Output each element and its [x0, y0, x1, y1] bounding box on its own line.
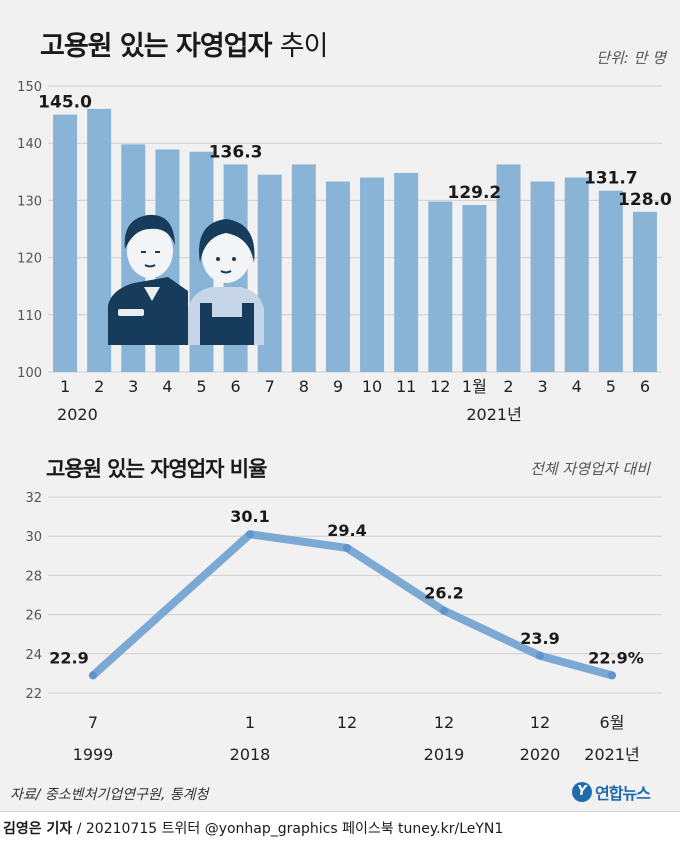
x-tick-label: 3 — [538, 377, 548, 396]
x-tick-label: 11 — [396, 377, 416, 396]
y-tick-label: 110 — [17, 309, 42, 324]
y-tick-label: 22 — [25, 687, 42, 702]
x-tick-label: 3 — [128, 377, 138, 396]
bar — [598, 190, 623, 372]
y-tick-label: 100 — [17, 366, 42, 381]
bar — [394, 172, 419, 372]
bar — [325, 181, 350, 372]
x-tick-label: 8 — [299, 377, 309, 396]
footer-credit: 김영은 기자 / 20210715 트위터 @yonhap_graphics 페… — [0, 811, 680, 847]
data-label: 29.4 — [327, 521, 366, 540]
bar — [428, 201, 453, 372]
x-tick-label: 1월 — [462, 377, 487, 396]
x-tick-label: 1 — [245, 713, 255, 732]
data-label: 145.0 — [38, 93, 92, 113]
bar-chart-unit: 단위: 만 명 — [596, 49, 666, 67]
y-tick-label: 120 — [17, 252, 42, 267]
x-tick-label: 4 — [162, 377, 172, 396]
x-tick-label: 6 — [231, 377, 241, 396]
data-point — [440, 606, 448, 615]
data-point — [343, 543, 351, 552]
data-label: 128.0 — [618, 190, 672, 210]
x-tick-label: 12 — [430, 377, 450, 396]
y-tick-label: 28 — [25, 569, 42, 584]
line-chart-unit: 전체 자영업자 대비 — [530, 460, 650, 478]
y-tick-label: 140 — [17, 137, 42, 152]
data-point — [89, 671, 97, 680]
x-tick-label: 2 — [94, 377, 104, 396]
x-tick-label: 9 — [333, 377, 343, 396]
x-tick-label: 5 — [196, 377, 206, 396]
footer-author: 김영은 기자 — [3, 821, 73, 837]
x-tick-label: 2 — [503, 377, 513, 396]
source-note: 자료/ 중소벤처기업연구원, 통계청 — [10, 787, 209, 803]
x-tick-label: 10 — [362, 377, 382, 396]
data-label: 136.3 — [209, 142, 263, 162]
year-label: 1999 — [73, 745, 114, 764]
bar — [496, 164, 521, 372]
y-tick-label: 150 — [17, 80, 42, 95]
logo-text: 연합뉴스 — [595, 784, 651, 803]
y-tick-label: 32 — [25, 491, 42, 506]
bar — [360, 177, 385, 372]
y-tick-label: 130 — [17, 194, 42, 209]
bar — [530, 181, 555, 372]
bar-chart-title: 고용원 있는 자영업자 추이 — [40, 31, 329, 62]
year-label: 2018 — [230, 745, 271, 764]
y-tick-label: 24 — [25, 648, 42, 663]
bar — [291, 164, 316, 372]
x-tick-label: 7 — [88, 713, 98, 732]
x-tick-label: 6월 — [600, 713, 625, 732]
data-label: 22.9% — [588, 648, 644, 667]
data-label: 129.2 — [447, 183, 501, 203]
year-label: 2021년 — [466, 405, 521, 424]
line-chart: 22 24 26 28 30 32 22.9 7 1999 30.1 1 2018 29.4 12 26.2… — [25, 491, 662, 764]
data-label: 30.1 — [230, 507, 269, 526]
business-owners-illustration — [108, 214, 264, 345]
data-point — [536, 651, 544, 660]
year-label: 2019 — [424, 745, 465, 764]
x-tick-label: 12 — [530, 713, 550, 732]
line-chart-title: 고용원 있는 자영업자 비율 — [46, 457, 267, 481]
y-tick-label: 26 — [25, 609, 42, 624]
bar — [462, 204, 487, 372]
x-tick-label: 1 — [60, 377, 70, 396]
x-tick-label: 4 — [572, 377, 582, 396]
data-point — [246, 530, 254, 539]
x-tick-label: 12 — [337, 713, 357, 732]
x-tick-label: 12 — [434, 713, 454, 732]
year-label: 2020 — [57, 405, 98, 424]
bar — [564, 177, 589, 372]
year-label: 2020 — [520, 745, 561, 764]
bar — [53, 114, 78, 372]
data-point — [608, 671, 616, 680]
logo-mark: Y — [572, 782, 592, 802]
data-label: 131.7 — [584, 169, 638, 189]
bar-chart-title-suffix: 추이 — [279, 31, 329, 62]
year-label: 2021년 — [584, 745, 639, 764]
footer-info: / 20210715 트위터 @yonhap_graphics 페이스북 tun… — [72, 821, 504, 837]
x-tick-label: 6 — [640, 377, 650, 396]
series-line — [89, 530, 616, 680]
data-label: 22.9 — [49, 648, 88, 667]
yonhap-logo: Y 연합뉴스 — [572, 780, 651, 804]
data-label: 23.9 — [520, 629, 559, 648]
x-tick-label: 5 — [606, 377, 616, 396]
x-tick-label: 7 — [265, 377, 275, 396]
y-tick-label: 30 — [25, 530, 42, 545]
data-label: 26.2 — [424, 584, 463, 603]
bar — [87, 108, 112, 372]
bar — [632, 211, 657, 372]
